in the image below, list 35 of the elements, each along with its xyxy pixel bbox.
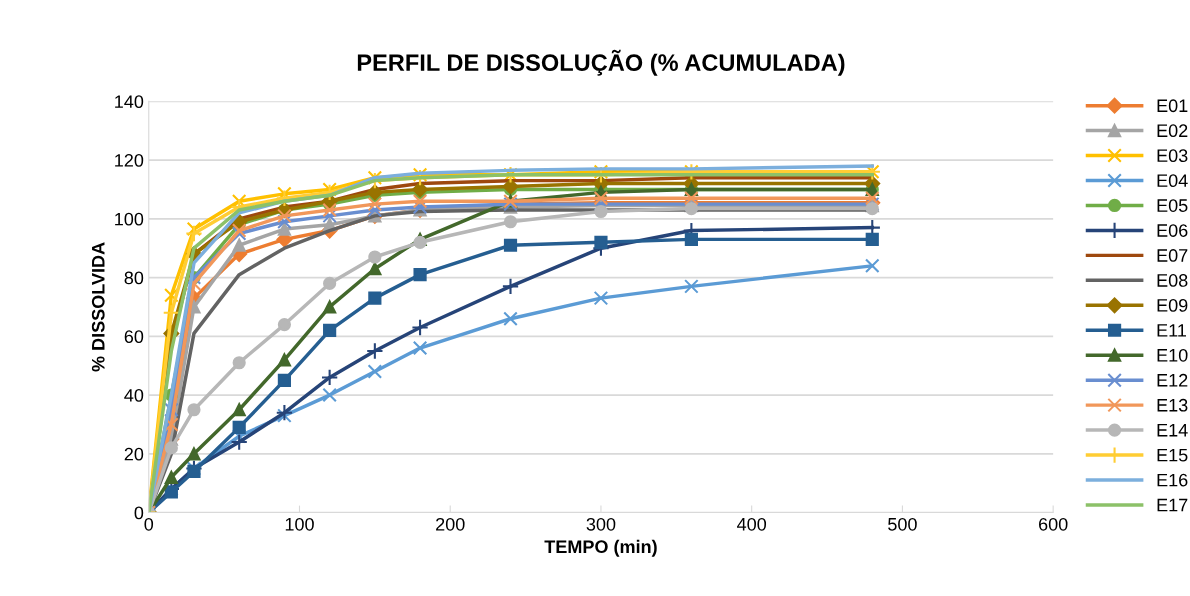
legend-label: E11 — [1157, 324, 1187, 337]
x-tick-label: 400 — [737, 517, 767, 531]
legend-label: E03 — [1157, 149, 1188, 163]
y-tick-label: 20 — [124, 447, 144, 461]
y-tick-label: 100 — [115, 212, 144, 226]
legend-label: E10 — [1157, 348, 1188, 362]
legend-label: E06 — [1157, 224, 1188, 237]
x-tick-label: 600 — [1039, 517, 1068, 531]
legend-label: E09 — [1157, 299, 1188, 312]
legend-label: E14 — [1157, 423, 1188, 437]
y-tick-label: 0 — [134, 506, 144, 520]
legend-label: E04 — [1157, 174, 1188, 188]
x-tick-label: 100 — [285, 517, 314, 531]
legend-label: E17 — [1157, 498, 1188, 512]
legend-label: E02 — [1157, 124, 1188, 138]
y-tick-label: 120 — [115, 154, 144, 167]
x-axis-title: TEMPO (min) — [544, 539, 657, 557]
legend-label: E12 — [1157, 373, 1188, 387]
legend-label: E08 — [1157, 274, 1188, 287]
x-tick-label: 300 — [586, 517, 616, 531]
y-tick-label: 60 — [124, 330, 144, 344]
legend-label: E01 — [1157, 99, 1188, 113]
y-tick-label: 80 — [124, 271, 144, 285]
legend-label: E16 — [1157, 473, 1188, 487]
chart-title: PERFIL DE DISSOLUÇÃO (% ACUMULADA) — [357, 49, 845, 76]
y-axis-title: % DISSOLVIDA — [91, 242, 105, 372]
legend-label: E13 — [1157, 398, 1188, 412]
x-tick-label: 500 — [888, 517, 917, 531]
legend-label: E15 — [1157, 448, 1188, 462]
x-tick-label: 200 — [436, 517, 465, 531]
legend-label: E05 — [1157, 199, 1188, 212]
y-tick-label: 140 — [115, 95, 144, 109]
y-tick-label: 40 — [124, 389, 144, 402]
legend-label: E07 — [1157, 249, 1188, 262]
x-tick-label: 0 — [144, 517, 154, 531]
